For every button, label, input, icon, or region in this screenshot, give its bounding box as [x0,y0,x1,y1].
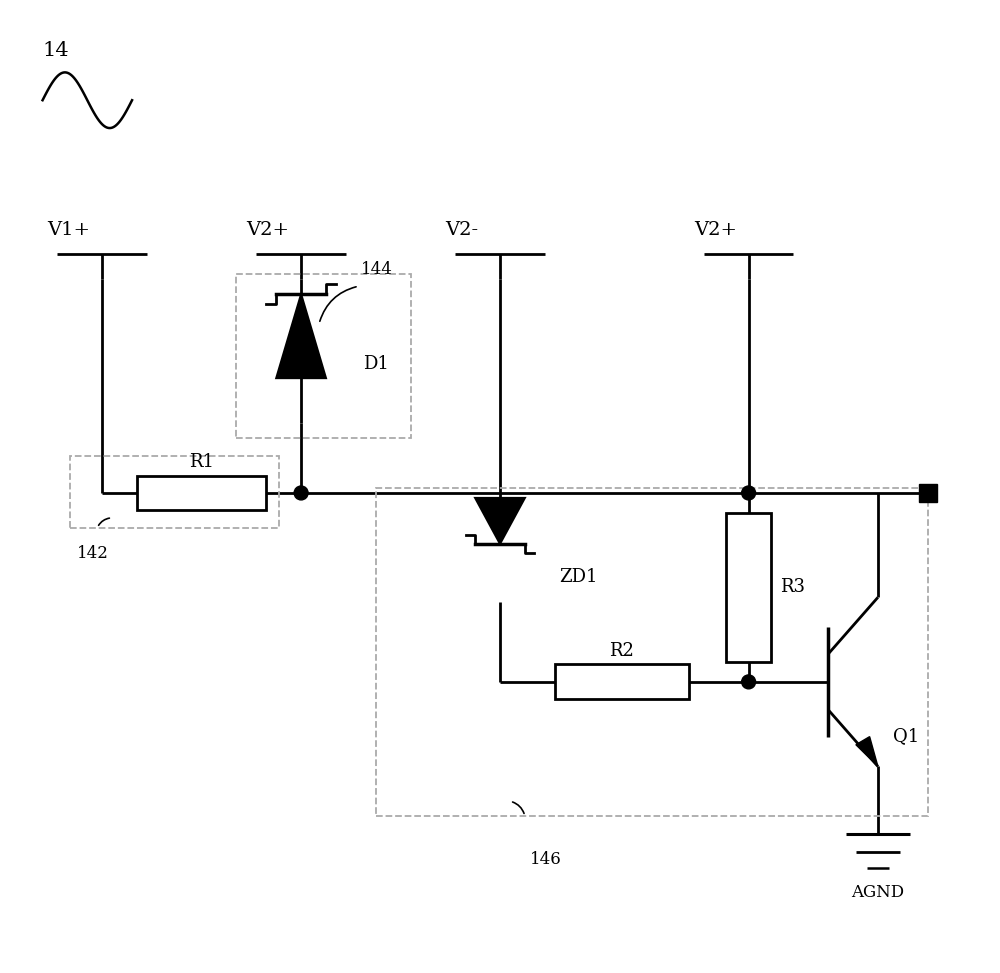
Text: 146: 146 [530,851,562,868]
Text: V1+: V1+ [48,222,91,239]
Text: V2+: V2+ [694,222,737,239]
Text: Q1: Q1 [893,728,919,745]
Bar [137,476,266,511]
Bar [726,513,771,662]
Text: D1: D1 [363,355,389,373]
Polygon shape [856,737,878,767]
Text: 14: 14 [43,41,69,59]
Circle shape [294,486,308,500]
Polygon shape [475,498,525,544]
Text: V2+: V2+ [246,222,289,239]
Text: R3: R3 [780,578,805,596]
Text: 142: 142 [77,545,109,561]
Bar [555,665,689,700]
FancyArrowPatch shape [99,519,109,525]
Text: V2-: V2- [445,222,478,239]
Text: R2: R2 [609,642,634,660]
Text: AGND: AGND [851,883,904,901]
Circle shape [742,486,756,500]
Text: R1: R1 [189,453,214,471]
FancyArrowPatch shape [320,287,356,321]
FancyArrowPatch shape [513,802,524,813]
Bar [919,484,937,502]
Polygon shape [276,294,326,378]
Circle shape [742,675,756,689]
Text: ZD1: ZD1 [560,568,598,587]
Text: 144: 144 [361,261,393,277]
